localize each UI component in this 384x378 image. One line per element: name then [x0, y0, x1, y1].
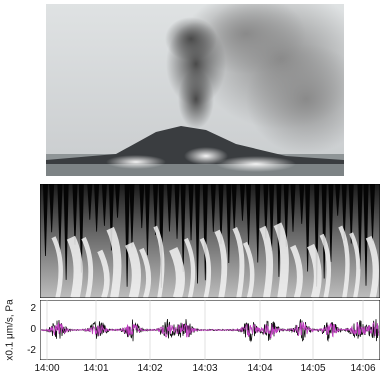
spectrogram-burst [269, 184, 275, 252]
spectrogram-burst [255, 184, 261, 263]
steam [184, 147, 228, 165]
xtick-1405: 14:05 [300, 363, 326, 374]
spectrogram-image [40, 184, 380, 298]
eruption-column [178, 69, 214, 129]
spectrogram-band [183, 237, 196, 298]
spectrogram-burst [158, 184, 164, 288]
ytick-minus-2: -2 [27, 345, 36, 356]
spectrogram-burst [108, 184, 114, 251]
spectrogram-burst [210, 184, 216, 232]
spectrogram-burst [226, 184, 232, 263]
spectrogram-burst [63, 184, 69, 280]
spectrogram-burst [195, 184, 201, 284]
spectrogram-burst [139, 184, 145, 229]
spectrogram-band [307, 243, 322, 298]
spectrogram-burst [357, 184, 363, 270]
spectrogram-band [66, 235, 83, 298]
spectrogram-burst [363, 184, 369, 286]
spectrogram-burst [72, 184, 78, 245]
spectrogram-burst [290, 184, 296, 232]
steam [106, 155, 166, 169]
spectrogram-burst [231, 184, 237, 231]
spectrogram-burst [321, 184, 327, 279]
spectrogram-burst [370, 184, 376, 241]
xtick-1403: 14:03 [192, 363, 218, 374]
spectrogram-band [199, 237, 212, 298]
spectrogram-band [81, 237, 94, 298]
xtick-1404: 14:04 [247, 363, 273, 374]
spectrogram-band [97, 249, 110, 298]
spectrogram-burst [87, 184, 93, 220]
spectrogram-band [289, 244, 303, 298]
xtick-1400: 14:00 [34, 363, 60, 374]
xtick-1402: 14:02 [137, 363, 163, 374]
spectrogram-burst [305, 184, 311, 272]
spectrogram-burst [263, 184, 269, 239]
spectrogram-band [139, 247, 152, 298]
spectrogram-burst [49, 184, 55, 233]
spectrogram-burst [101, 184, 107, 226]
spectrogram-burst [124, 184, 130, 287]
spectrogram-burst [202, 184, 208, 281]
spectrogram-burst [218, 184, 224, 245]
spectrogram-burst [335, 184, 341, 216]
spectrogram-burst [115, 184, 121, 218]
spectrogram-band [153, 225, 165, 298]
spectrogram-burst [144, 184, 150, 256]
spectrogram-band [365, 235, 379, 298]
shore [46, 164, 344, 176]
spectrogram-band [51, 236, 63, 298]
spectrogram-band [214, 229, 228, 298]
steam [216, 156, 296, 172]
spectrogram-band [124, 241, 141, 298]
ytick-0: 0 [30, 324, 36, 335]
volcano-photo-svg [46, 4, 344, 176]
spectrogram-burst [314, 184, 320, 287]
spectrogram-burst [299, 184, 305, 224]
spectrogram-burst [283, 184, 289, 247]
waveform-y-axis-label: x0.1 μm/s, Pa [0, 299, 20, 361]
spectrogram-burst [166, 184, 172, 232]
spectrogram-burst [78, 184, 84, 273]
spectrogram-burst [129, 184, 135, 248]
xtick-1401: 14:01 [83, 363, 109, 374]
spectrogram-burst [341, 184, 347, 241]
spectrogram-burst [57, 184, 63, 252]
volcano-eruption-photo [46, 4, 344, 176]
spectrogram-burst [188, 184, 194, 241]
spectrogram-band [259, 225, 274, 298]
spectrogram-band [349, 232, 361, 298]
waveform-ylabel-text: x0.1 μm/s, Pa [4, 299, 16, 361]
spectrogram-burst [94, 184, 100, 232]
spectrogram-burst [348, 184, 354, 244]
spectrogram-band [319, 233, 332, 298]
spectrogram-burst [42, 184, 48, 257]
spectrogram-burst [153, 184, 159, 236]
ash-cloud [246, 44, 344, 154]
waveform-plot [39, 299, 381, 361]
spectrogram-band [106, 226, 122, 298]
spectrogram-burst [180, 184, 186, 272]
spectrogram-svg [40, 184, 380, 298]
spectrogram-burst [328, 184, 334, 263]
infrasound-trace [40, 321, 379, 339]
waveform-svg [39, 299, 381, 361]
spectrogram-band [232, 227, 245, 298]
spectrogram-burst [246, 184, 252, 245]
spectrogram-burst [174, 184, 180, 239]
spectrogram-band [273, 222, 289, 298]
spectrogram-band [169, 246, 185, 298]
eruption-column [165, 17, 217, 61]
spectrogram-band [338, 225, 350, 298]
spectrogram-band [242, 241, 255, 298]
spectrogram-burst [239, 184, 245, 221]
xtick-1406: 14:06 [350, 363, 376, 374]
ytick-2: 2 [30, 303, 36, 314]
